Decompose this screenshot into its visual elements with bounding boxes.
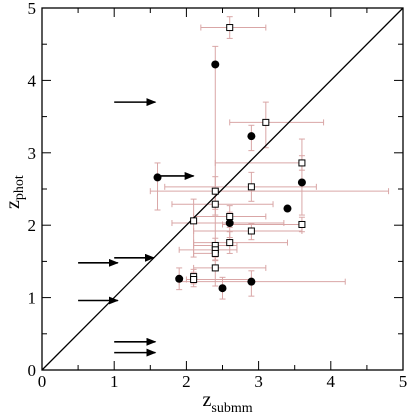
open-square-point bbox=[190, 276, 198, 283]
open-square-point bbox=[226, 24, 234, 32]
filled-circle-point bbox=[283, 204, 292, 213]
y-axis-label: zphot bbox=[2, 175, 28, 209]
x-tick-label: 4 bbox=[327, 372, 336, 391]
x-tick-label: 3 bbox=[254, 372, 263, 391]
tick-layer: 0 1 2 3 4 5 0 1 2 3 4 5 bbox=[28, 0, 408, 391]
x-axis-label-sub: submm bbox=[211, 401, 252, 414]
x-tick-label: 1 bbox=[110, 372, 119, 391]
open-square-point bbox=[190, 217, 198, 225]
y-tick-label: 2 bbox=[28, 216, 37, 235]
y-tick-label: 1 bbox=[28, 289, 37, 308]
diagonal-line bbox=[41, 7, 404, 371]
open-square-point bbox=[211, 200, 219, 208]
filled-circle-point bbox=[175, 274, 184, 283]
open-square-point bbox=[247, 227, 255, 235]
x-axis-label-main: z bbox=[203, 389, 212, 411]
filled-circle-point bbox=[247, 132, 256, 141]
x-axis-label: zsubmm bbox=[203, 389, 253, 414]
filled-circle-point bbox=[218, 284, 227, 293]
open-square-point bbox=[262, 118, 270, 126]
open-square-point bbox=[226, 239, 234, 247]
open-square-point bbox=[211, 249, 219, 257]
y-tick-label: 4 bbox=[28, 71, 37, 90]
filled-circle-point bbox=[153, 173, 162, 182]
diagonal-line-layer bbox=[41, 7, 404, 371]
x-tick-label: 0 bbox=[38, 372, 47, 391]
x-tick-label: 2 bbox=[182, 372, 191, 391]
filled-circle-point bbox=[225, 219, 234, 228]
y-tick-label: 3 bbox=[28, 144, 37, 163]
axis-label-layer: zsubmm zphot bbox=[2, 175, 253, 414]
open-square-point bbox=[226, 213, 234, 221]
open-square-point bbox=[211, 187, 219, 195]
y-axis-label-main: z bbox=[2, 200, 24, 209]
filled-circle-point bbox=[297, 178, 306, 187]
y-tick-label: 5 bbox=[28, 0, 37, 18]
open-square-point bbox=[298, 159, 306, 167]
open-square-point bbox=[298, 220, 306, 228]
filled-circle-point bbox=[247, 277, 256, 286]
open-square-point bbox=[247, 183, 255, 191]
marker-layer bbox=[78, 24, 306, 357]
y-axis-label-sub: phot bbox=[12, 175, 27, 200]
x-tick-label: 5 bbox=[399, 372, 408, 391]
filled-circle-point bbox=[211, 60, 220, 69]
open-square-point bbox=[211, 264, 219, 272]
y-tick-label: 0 bbox=[28, 361, 37, 380]
